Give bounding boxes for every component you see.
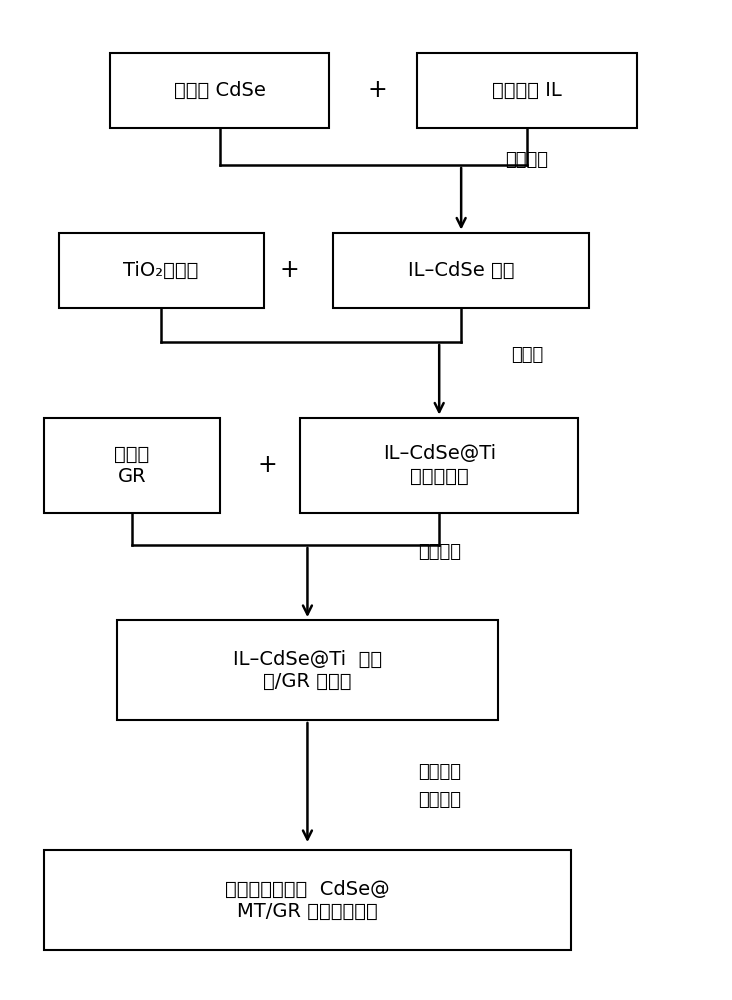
Bar <box>417 52 637 127</box>
Bar <box>110 52 329 127</box>
Text: IL–CdSe@Ti  无机
源/GR 复合体: IL–CdSe@Ti 无机 源/GR 复合体 <box>233 650 382 690</box>
Text: +: + <box>367 78 386 102</box>
Text: 介孔包覆无机源  CdSe@
MT/GR 复合纳米材料: 介孔包覆无机源 CdSe@ MT/GR 复合纳米材料 <box>225 880 389 920</box>
Text: 溶胶化: 溶胶化 <box>511 346 543 364</box>
Text: +: + <box>258 453 277 477</box>
Bar <box>44 850 571 950</box>
Text: IL–CdSe 溶液: IL–CdSe 溶液 <box>408 260 515 279</box>
Text: 离子液体 IL: 离子液体 IL <box>492 81 562 100</box>
Text: 超声混合: 超声混合 <box>506 151 548 169</box>
Bar <box>59 232 264 308</box>
Bar <box>333 232 589 308</box>
Text: 石墨烯
GR: 石墨烯 GR <box>114 444 149 486</box>
Bar <box>117 620 498 720</box>
Text: 量子点 CdSe: 量子点 CdSe <box>173 81 266 100</box>
Text: IL–CdSe@Ti
无机源溶胶: IL–CdSe@Ti 无机源溶胶 <box>383 444 496 486</box>
Text: TiO₂无机源: TiO₂无机源 <box>124 260 198 279</box>
Text: 水热处理: 水热处理 <box>418 543 460 561</box>
Bar <box>44 418 220 512</box>
Text: +: + <box>280 258 299 282</box>
Bar <box>300 418 578 512</box>
Text: 索氏提取: 索氏提取 <box>418 763 460 781</box>
Text: 低温焙烧: 低温焙烧 <box>418 791 460 809</box>
